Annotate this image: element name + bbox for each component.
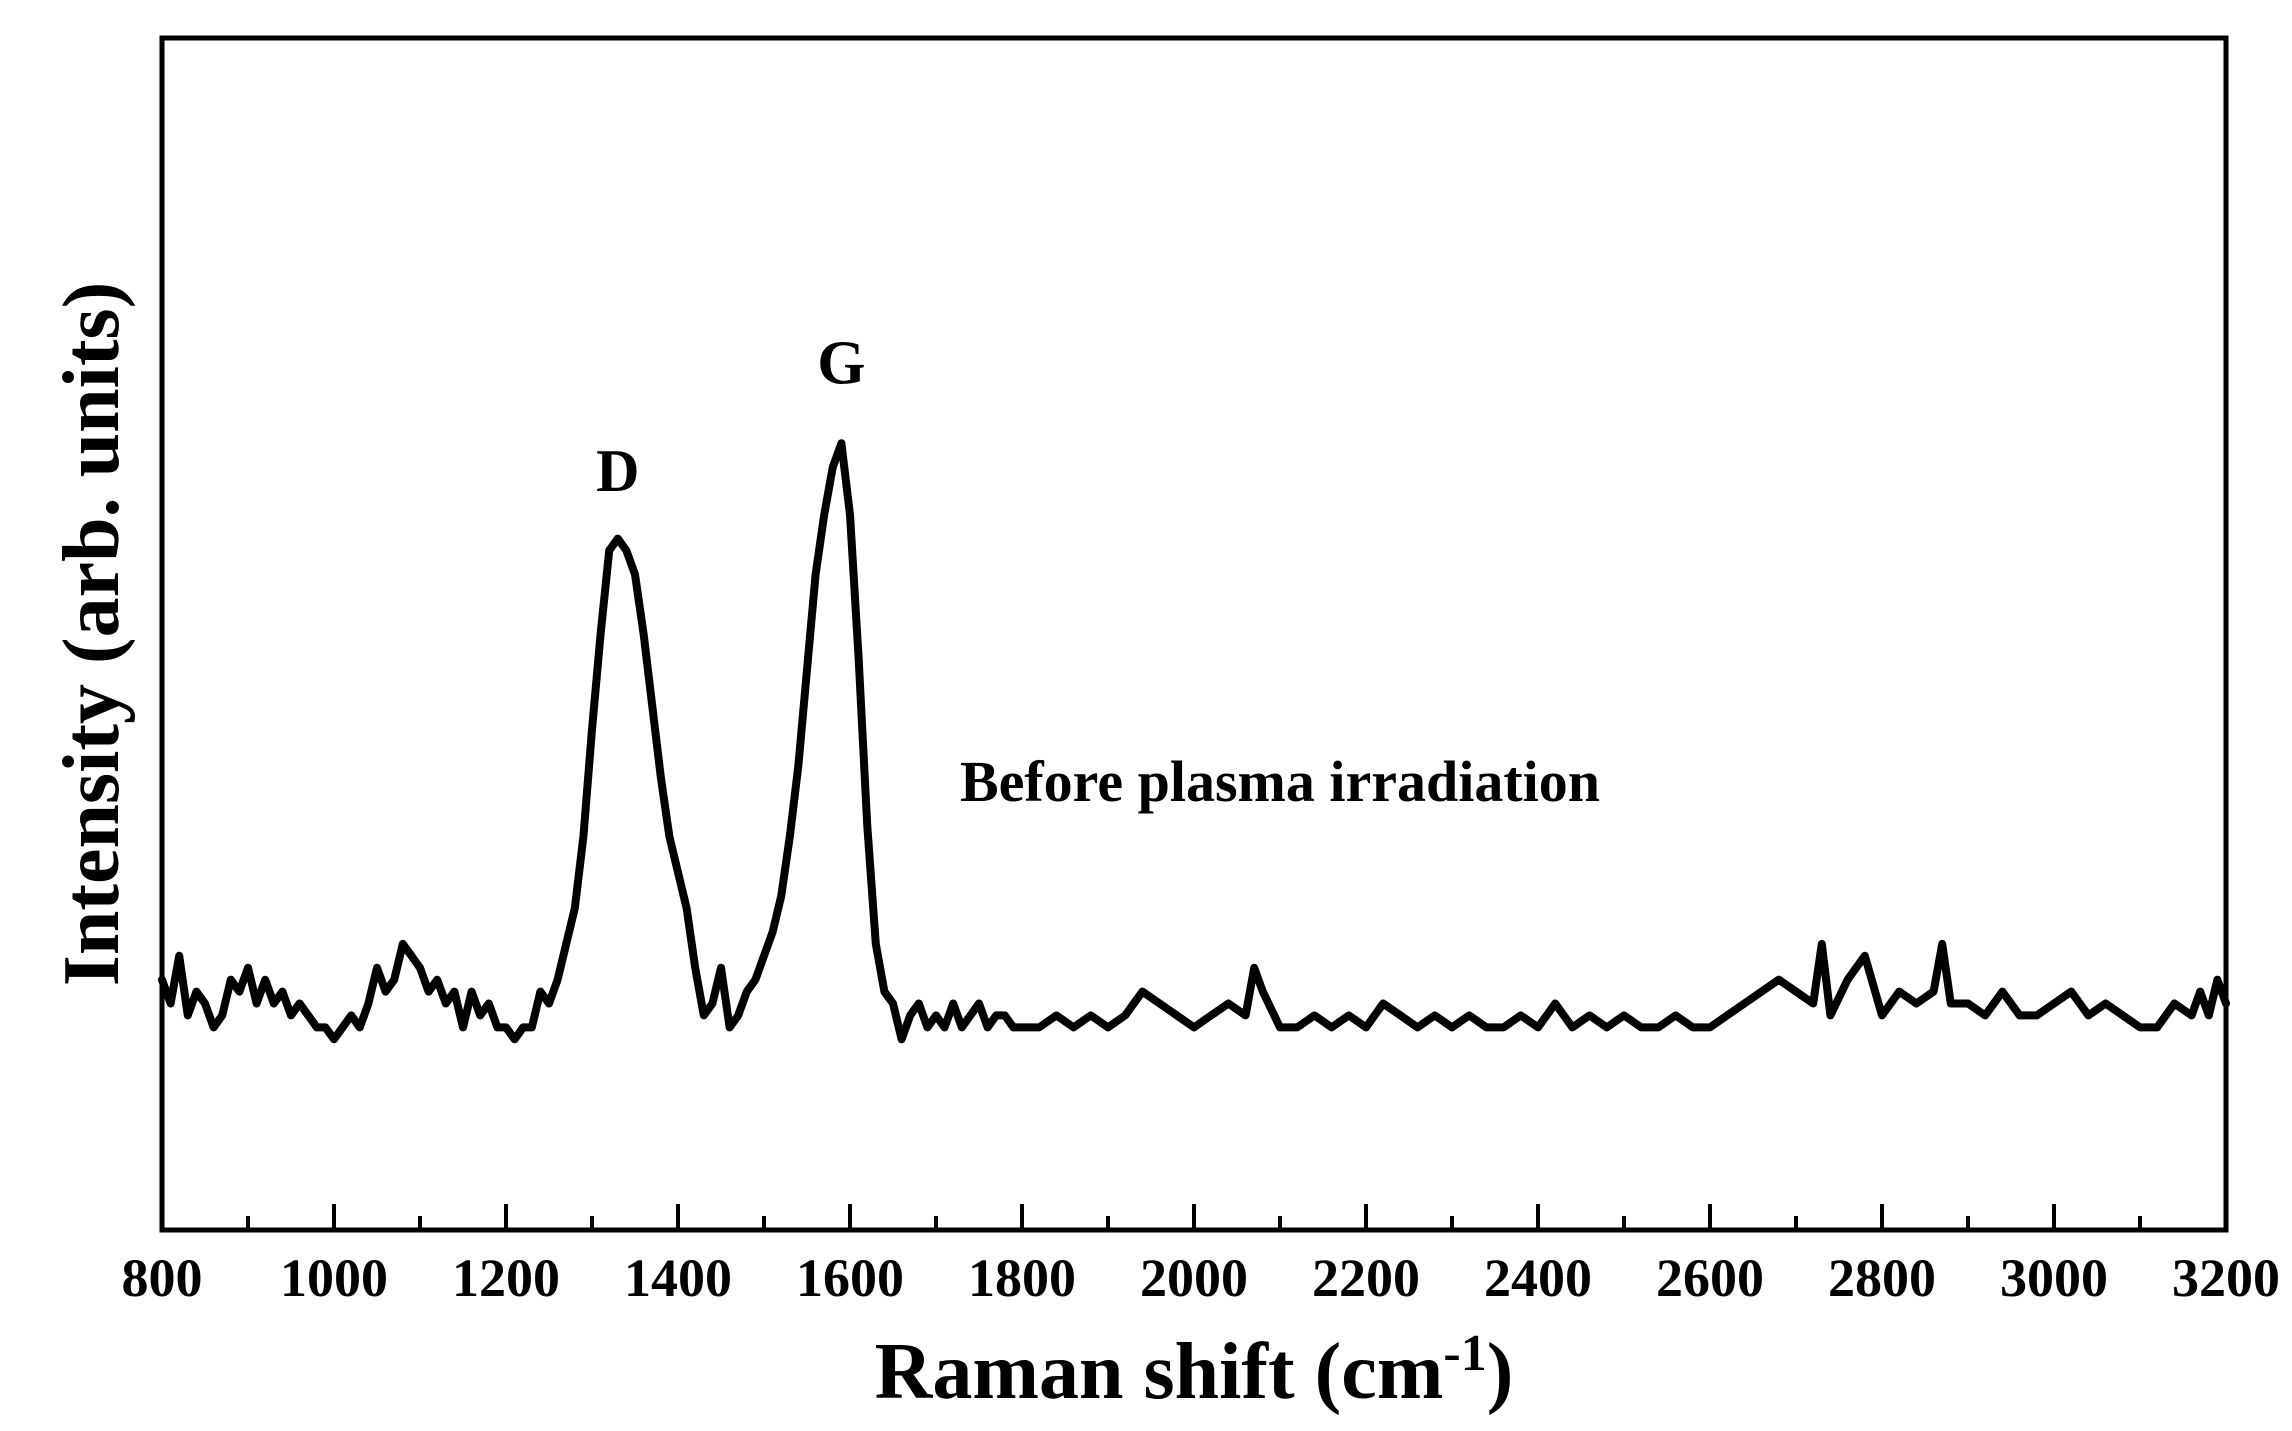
x-tick-label: 2400 [1484, 1248, 1592, 1308]
annotation-label: D [596, 438, 639, 504]
x-axis-label-superscript: -1 [1443, 1325, 1486, 1382]
annotations: D G Before plasma irradiation [596, 330, 1600, 814]
annotation-label: G [817, 330, 865, 398]
y-axis-label: Intensity (arb. units) [48, 282, 136, 987]
x-axis-ticks [160, 1204, 2228, 1230]
x-tick-label: 1600 [796, 1248, 904, 1308]
x-tick-label: 1000 [280, 1248, 388, 1308]
x-tick-label: 2800 [1828, 1248, 1936, 1308]
x-tick-label: 2000 [1140, 1248, 1248, 1308]
x-tick-label: 2600 [1656, 1248, 1764, 1308]
series-line-spectrum [158, 439, 2230, 1044]
x-tick-label: 3200 [2172, 1248, 2280, 1308]
x-tick-label: 3000 [2000, 1248, 2108, 1308]
annotation-label: Before plasma irradiation [960, 749, 1600, 814]
x-axis-label: Raman shift (cm-1) [875, 1325, 1514, 1416]
x-tick-label: 1400 [624, 1248, 732, 1308]
x-tick-label: 2200 [1312, 1248, 1420, 1308]
plot-frame [159, 35, 2229, 1233]
x-axis-tick-labels: 800 1000 1200 1400 1600 1800 2000 2200 2400 2600 2… [122, 1248, 2281, 1308]
x-tick-label: 1800 [968, 1248, 1076, 1308]
x-tick-label: 1200 [452, 1248, 560, 1308]
x-tick-label: 800 [122, 1248, 203, 1308]
